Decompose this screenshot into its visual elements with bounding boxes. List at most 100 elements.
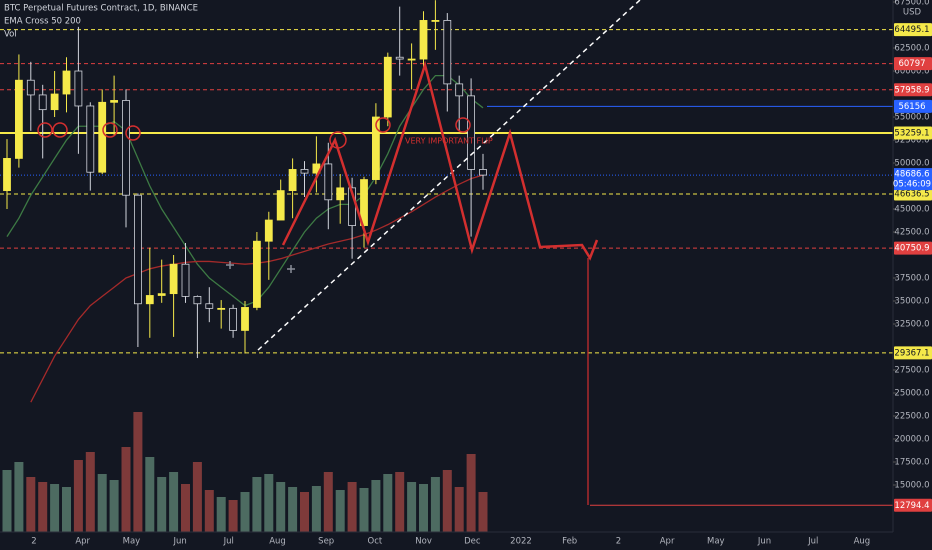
volume-bar: [240, 492, 250, 532]
x-tick-label: Aug: [854, 537, 871, 547]
volume-bar: [383, 474, 393, 532]
y-tick-label: 32500.0: [894, 320, 929, 330]
x-tick-label: 2022: [510, 537, 532, 547]
volume-bar: [395, 472, 405, 532]
candle-body: [300, 169, 309, 174]
volume-bar: [2, 470, 12, 532]
x-tick-label: Feb: [562, 537, 577, 547]
volume-bar: [181, 484, 190, 532]
y-tick-label: 22500.0: [894, 411, 929, 421]
volume-bar: [359, 488, 369, 532]
volume-bar: [454, 487, 464, 532]
x-tick-label: Dec: [464, 537, 481, 547]
volume-bar: [38, 482, 48, 532]
countdown: 05:46:09: [893, 180, 931, 190]
level-label: 29367.1: [894, 348, 929, 358]
x-tick-label: May: [123, 537, 141, 547]
volume-bar: [169, 472, 179, 532]
level-label-bg: [894, 241, 932, 255]
level-label: 60797: [898, 59, 925, 69]
candle-body: [360, 179, 368, 226]
volume-bar: [62, 487, 71, 532]
level-label: 53259.1: [894, 129, 929, 139]
y-tick-label: 67500.0: [894, 0, 929, 8]
level-label-bg: [894, 23, 932, 37]
x-tick-label: Apr: [75, 537, 90, 547]
y-tick-label: 60000.0: [894, 67, 929, 77]
volume-bar: [50, 484, 60, 532]
y-tick-label: 52500.0: [894, 136, 929, 146]
level-label: 57958.9: [894, 85, 929, 95]
y-tick-label: 45000.0: [894, 205, 929, 215]
y-tick-label: 20000.0: [894, 434, 929, 444]
volume-bar: [216, 497, 226, 532]
candle-body: [181, 263, 190, 297]
candle-body: [145, 295, 154, 305]
y-tick-label: 17500.0: [894, 457, 929, 467]
y-tick-label: 27500.0: [894, 365, 929, 375]
y-tick-label: 15000.0: [894, 480, 929, 490]
volume-bar: [204, 490, 214, 532]
candle-body: [395, 56, 404, 60]
volume-bar: [430, 477, 440, 532]
candle-body: [419, 20, 428, 60]
candle-body: [276, 190, 285, 221]
candle-body: [229, 307, 238, 331]
candle-body: [443, 20, 452, 85]
volume-bar: [252, 477, 262, 532]
level-label-bg: [894, 498, 932, 512]
x-tick-label: 2: [616, 537, 621, 547]
volume-bar: [97, 474, 107, 532]
candle-body: [479, 169, 487, 176]
y-tick-label: 62500.0: [894, 44, 929, 54]
x-tick-label: Sep: [318, 537, 334, 547]
level-label-bg: [894, 57, 932, 71]
volume-bar: [347, 482, 357, 532]
volume-bar: [288, 487, 298, 532]
candle-body: [467, 95, 476, 170]
x-tick-label: Nov: [415, 537, 432, 547]
x-tick-label: Jun: [172, 537, 186, 547]
level-label-bg: [894, 346, 932, 360]
candle-body: [98, 101, 107, 173]
annotation: VERY IMPORTANT FLIP: [405, 137, 493, 146]
x-tick-label: Oct: [368, 537, 383, 547]
volume-bar: [73, 460, 83, 532]
volume-bar: [419, 484, 428, 532]
currency: USD: [903, 8, 922, 18]
volume-bar: [300, 492, 309, 532]
volume-bar: [133, 412, 143, 532]
level-label-bg: [894, 187, 932, 201]
candle-body: [205, 303, 214, 309]
candle-body: [193, 296, 202, 305]
candle-body: [407, 58, 416, 61]
candle-body: [74, 70, 83, 107]
x-tick-label: Aug: [269, 537, 286, 547]
volume-bar: [109, 480, 119, 532]
volume-bar: [335, 490, 345, 532]
volume-bar: [276, 482, 286, 532]
y-tick-label: 25000.0: [894, 388, 929, 398]
candle-body: [431, 20, 440, 22]
candle-body: [264, 219, 273, 242]
y-tick-label: 42500.0: [894, 228, 929, 238]
y-tick-label: 37500.0: [894, 274, 929, 284]
indicator-label: Vol: [4, 30, 17, 40]
candle-body: [62, 70, 71, 95]
candle-body: [324, 163, 333, 201]
cross-markers: [226, 261, 295, 273]
candle-body: [86, 105, 95, 173]
volume-bar: [311, 486, 321, 532]
y-tick-label: 35000.0: [894, 297, 929, 307]
candle-body: [455, 83, 464, 97]
candle-body: [288, 169, 297, 192]
projection-path: [281, 60, 599, 261]
chart-title: BTC Perpetual Futures Contract, 1D, BINA…: [4, 4, 198, 14]
volume-bar: [442, 470, 452, 532]
level-label: 64495.1: [894, 25, 929, 35]
candle-body: [3, 158, 11, 192]
x-tick-label: 2: [31, 537, 36, 547]
level-label-bg: [894, 99, 932, 113]
y-tick-label: 50000.0: [894, 159, 929, 169]
